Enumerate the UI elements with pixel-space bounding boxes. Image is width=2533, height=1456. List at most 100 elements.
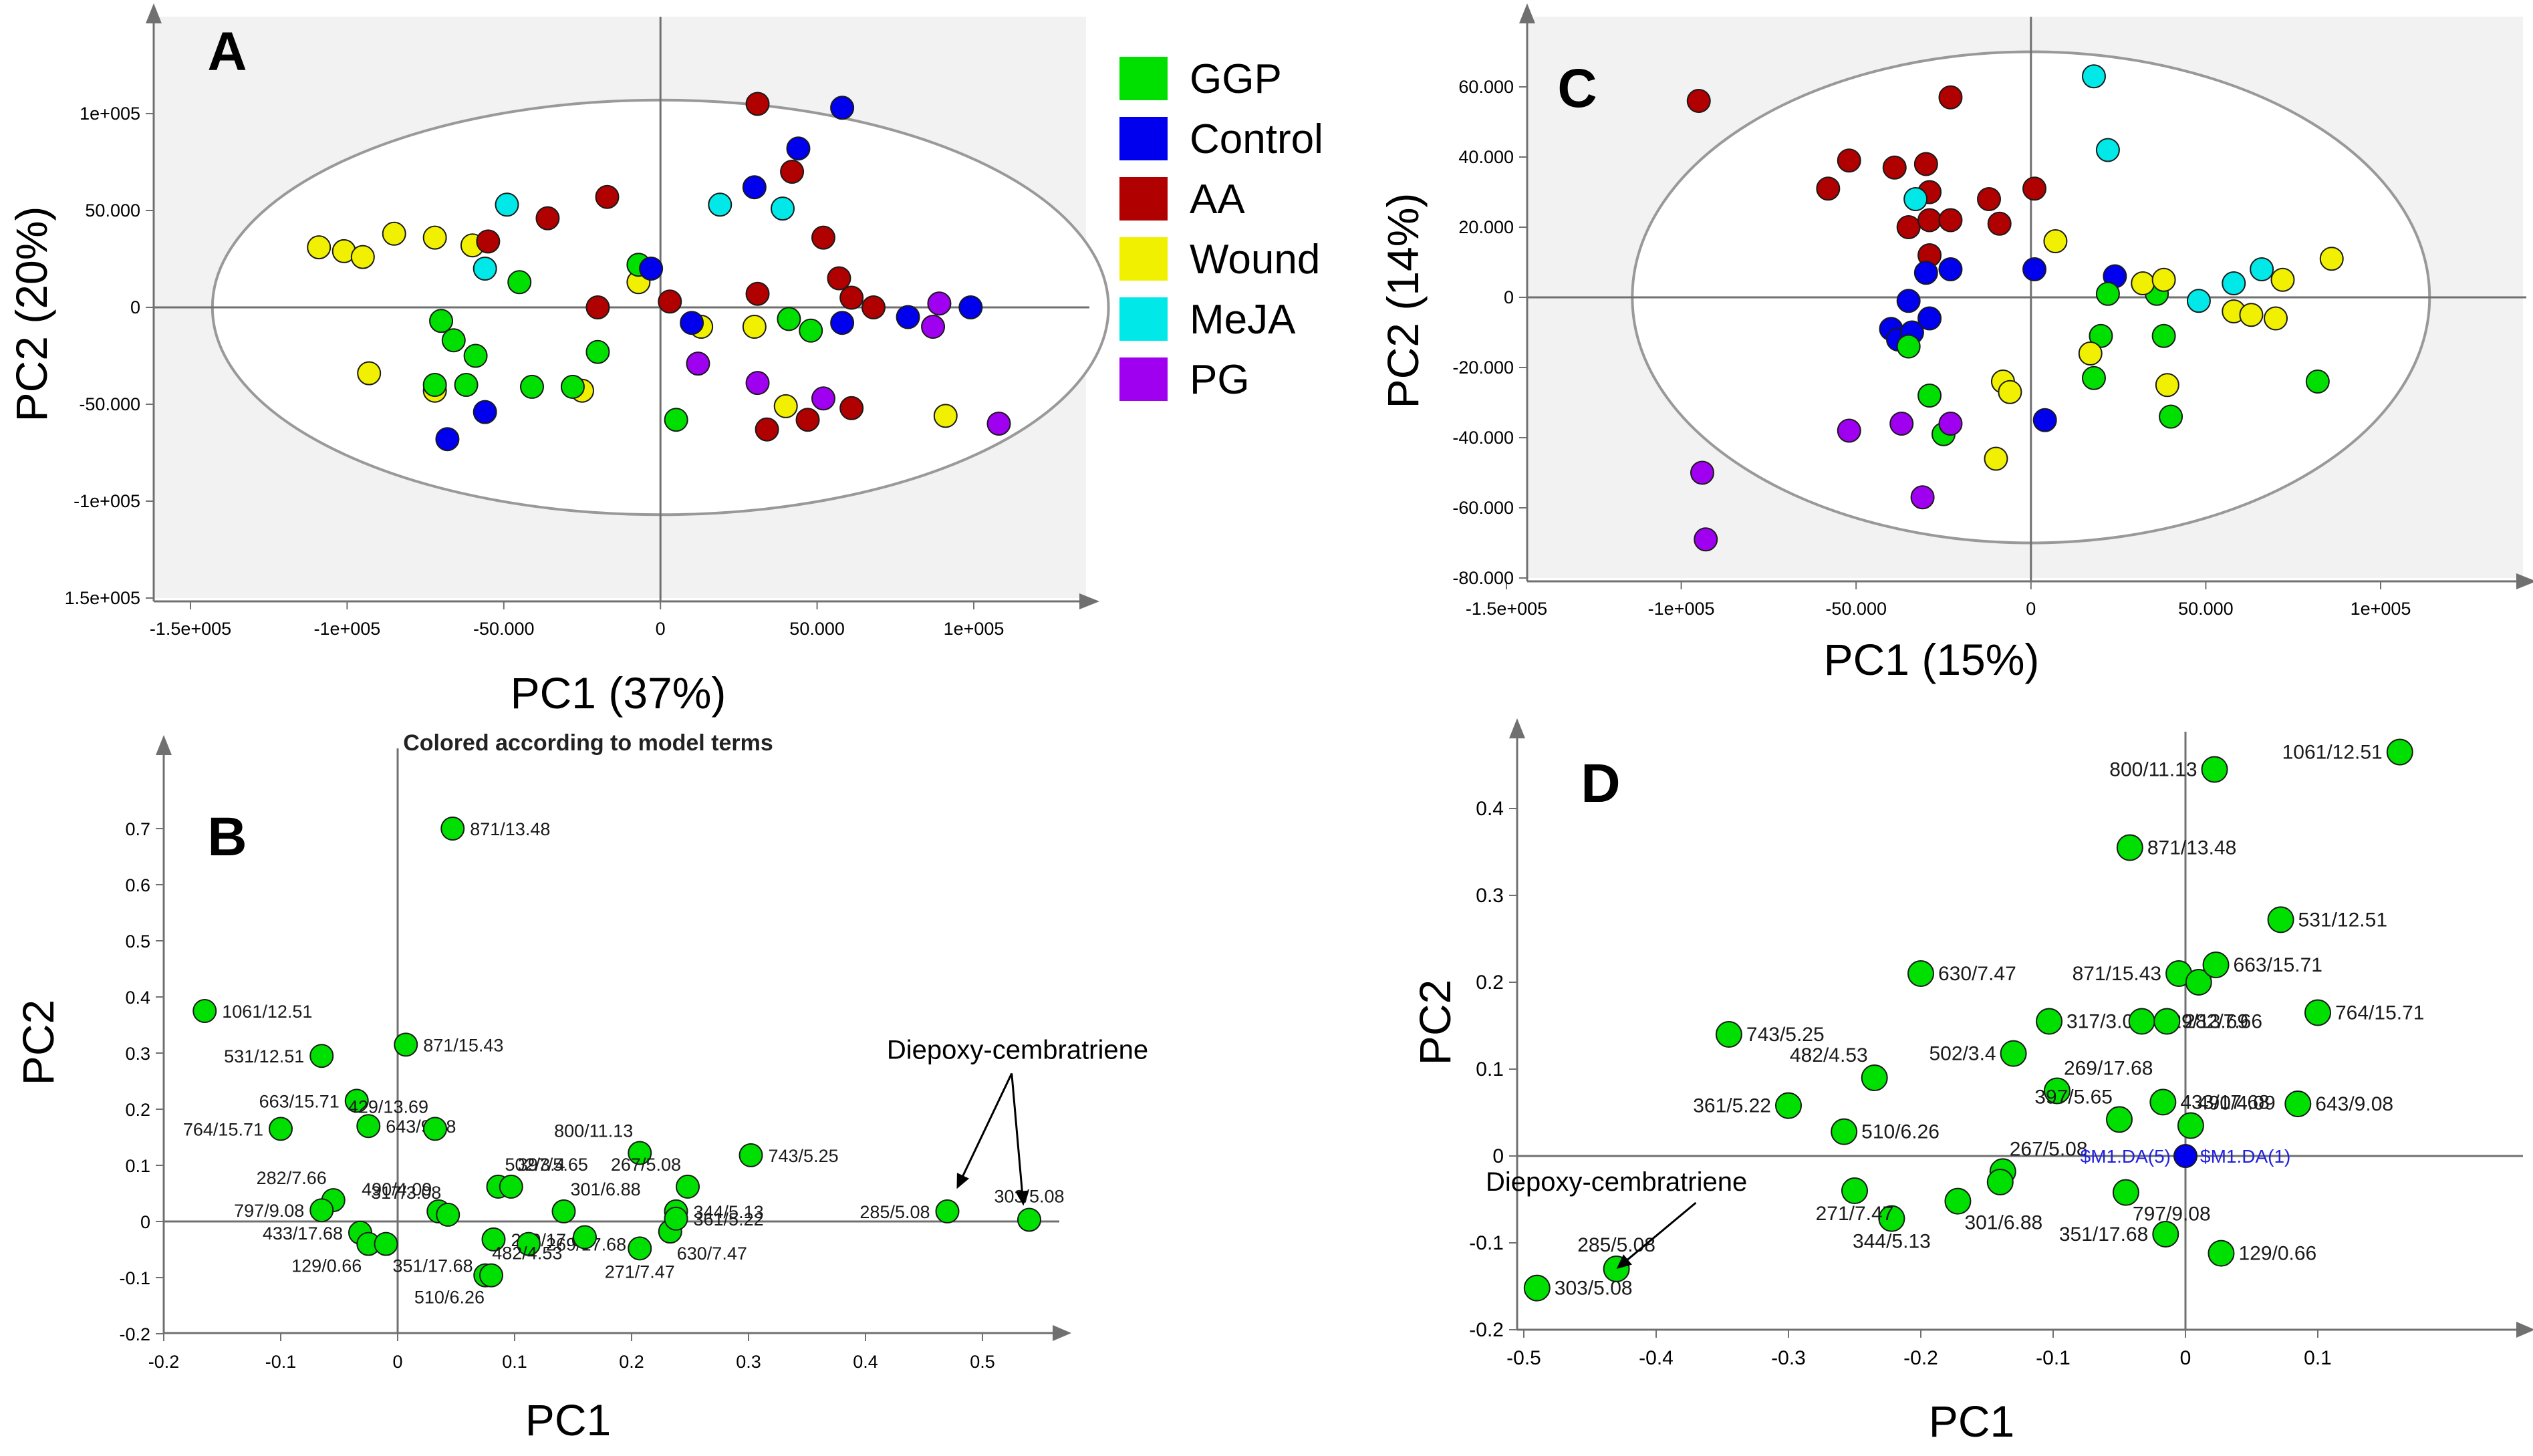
x-tick-label: -0.1 (265, 1352, 297, 1372)
score-point-aa (795, 408, 820, 432)
x-axis-arrow (2516, 573, 2533, 589)
annotation-arrow-line (1011, 1073, 1025, 1203)
score-point-control (786, 136, 811, 161)
y-tick-label: 1.5e+005 (65, 588, 140, 608)
score-point-control (2022, 257, 2047, 281)
loading-point-label: 764/15.71 (2335, 1002, 2424, 1024)
score-point-ggp (519, 374, 544, 399)
loading-point-label: 351/17.68 (393, 1256, 473, 1276)
score-point-ggp (2095, 281, 2120, 306)
x-tick-label: -1e+005 (1648, 599, 1715, 619)
loading-point-label: 502/3.4 (505, 1155, 565, 1175)
x-tick-label: 0.1 (502, 1352, 527, 1372)
score-point-wound (2264, 306, 2288, 331)
loading-point (2201, 756, 2228, 783)
x-tick-label: -1.5e+005 (1466, 599, 1547, 619)
loading-point-label: 482/4.53 (492, 1244, 562, 1264)
loading-point (2185, 969, 2212, 996)
legend-swatch-ggp (1119, 57, 1168, 100)
score-point-pg (1938, 412, 1963, 436)
da-response-point (2173, 1144, 2197, 1168)
loading-point (2153, 1008, 2181, 1035)
score-point-pg (686, 351, 710, 376)
score-point-meja (495, 192, 519, 217)
loading-point (481, 1227, 506, 1252)
loading-point-label: 630/7.47 (1938, 963, 2016, 985)
score-point-control (680, 311, 704, 335)
score-point-wound (2319, 247, 2344, 271)
loading-point-label: 301/6.88 (571, 1179, 641, 1199)
score-point-control (896, 305, 920, 329)
loading-point (2128, 1008, 2155, 1035)
legend-swatch-wound (1119, 237, 1168, 281)
score-point-meja (473, 257, 497, 281)
score-point-control (1896, 289, 1921, 313)
y-tick-label: -0.1 (119, 1268, 150, 1288)
x-axis-title: PC1 (525, 1395, 611, 1445)
loading-point-label: 510/6.26 (1861, 1121, 1940, 1143)
loading-point (1831, 1118, 1858, 1145)
loading-point-label: 871/15.43 (2073, 963, 2161, 985)
score-point-meja (2250, 257, 2274, 281)
annotation-arrow-head (1616, 1254, 1632, 1269)
score-point-aa (745, 281, 770, 306)
loading-point (1523, 1274, 1551, 1302)
loading-point-label: 351/17.68 (2059, 1223, 2148, 1246)
score-point-ggp (463, 343, 488, 368)
loading-point-label: 531/12.51 (2298, 909, 2387, 931)
score-point-pg (745, 371, 770, 396)
score-point-ggp (441, 328, 466, 353)
score-point-wound (2131, 271, 2155, 295)
x-tick-label: -0.4 (1639, 1347, 1674, 1369)
x-axis-title: PC1 (37%) (511, 668, 726, 718)
y-tick-label: 0.5 (125, 931, 150, 952)
loading-point-label: 871/13.48 (2147, 837, 2236, 859)
da-response-label-left: $M1.DA(5) (2081, 1146, 2171, 1167)
y-tick-label: 50.000 (85, 200, 140, 221)
legend-label-control: Control (1190, 116, 1323, 162)
score-point-control (1913, 261, 1938, 285)
score-point-control (830, 311, 855, 335)
loading-point (2284, 1090, 2312, 1117)
y-tick-label: 0 (1492, 1145, 1504, 1167)
panel-letter: B (207, 807, 247, 867)
x-axis-arrow (1053, 1325, 1071, 1341)
x-tick-label: 50.000 (2178, 599, 2234, 619)
loading-point (676, 1174, 700, 1199)
score-point-wound (2155, 373, 2179, 398)
score-point-meja (2095, 138, 2120, 162)
loading-point-label: 1061/12.51 (222, 1002, 312, 1022)
panel-letter: A (207, 21, 247, 82)
score-point-wound (933, 404, 958, 428)
x-tick-label: 0 (392, 1352, 402, 1372)
x-tick-label: -1.5e+005 (150, 619, 231, 639)
loading-point-label: 502/3.4 (1929, 1043, 1996, 1065)
loading-point-label: 271/7.47 (1816, 1203, 1894, 1225)
score-point-aa (1896, 215, 1921, 239)
score-point-ggp (2081, 366, 2106, 390)
score-point-aa (1816, 176, 1841, 201)
loading-point (309, 1044, 334, 1068)
score-point-aa (1938, 208, 1963, 233)
score-point-wound (2239, 303, 2264, 327)
score-point-aa (827, 266, 851, 291)
score-point-aa (2022, 176, 2047, 201)
loading-point-label: 317/3.08 (371, 1183, 441, 1203)
x-tick-label: -0.2 (148, 1352, 180, 1372)
score-point-control (830, 96, 855, 120)
loading-point-label: 282/7.66 (2184, 1011, 2262, 1033)
loading-point-label: 267/5.08 (611, 1155, 681, 1175)
x-tick-label: -0.5 (1506, 1347, 1541, 1369)
score-point-ggp (2159, 404, 2183, 429)
x-tick-label: 1e+005 (944, 619, 1005, 639)
loading-point (551, 1199, 576, 1223)
score-point-control (435, 427, 460, 452)
loading-point-label: 797/9.08 (2133, 1203, 2211, 1225)
loading-point (628, 1141, 652, 1165)
score-point-aa (1987, 211, 2012, 236)
score-point-aa (1917, 208, 1942, 233)
loading-point-label: 871/13.48 (470, 819, 550, 839)
score-point-aa (476, 229, 501, 254)
score-point-control (742, 175, 767, 200)
loading-point (664, 1206, 688, 1231)
